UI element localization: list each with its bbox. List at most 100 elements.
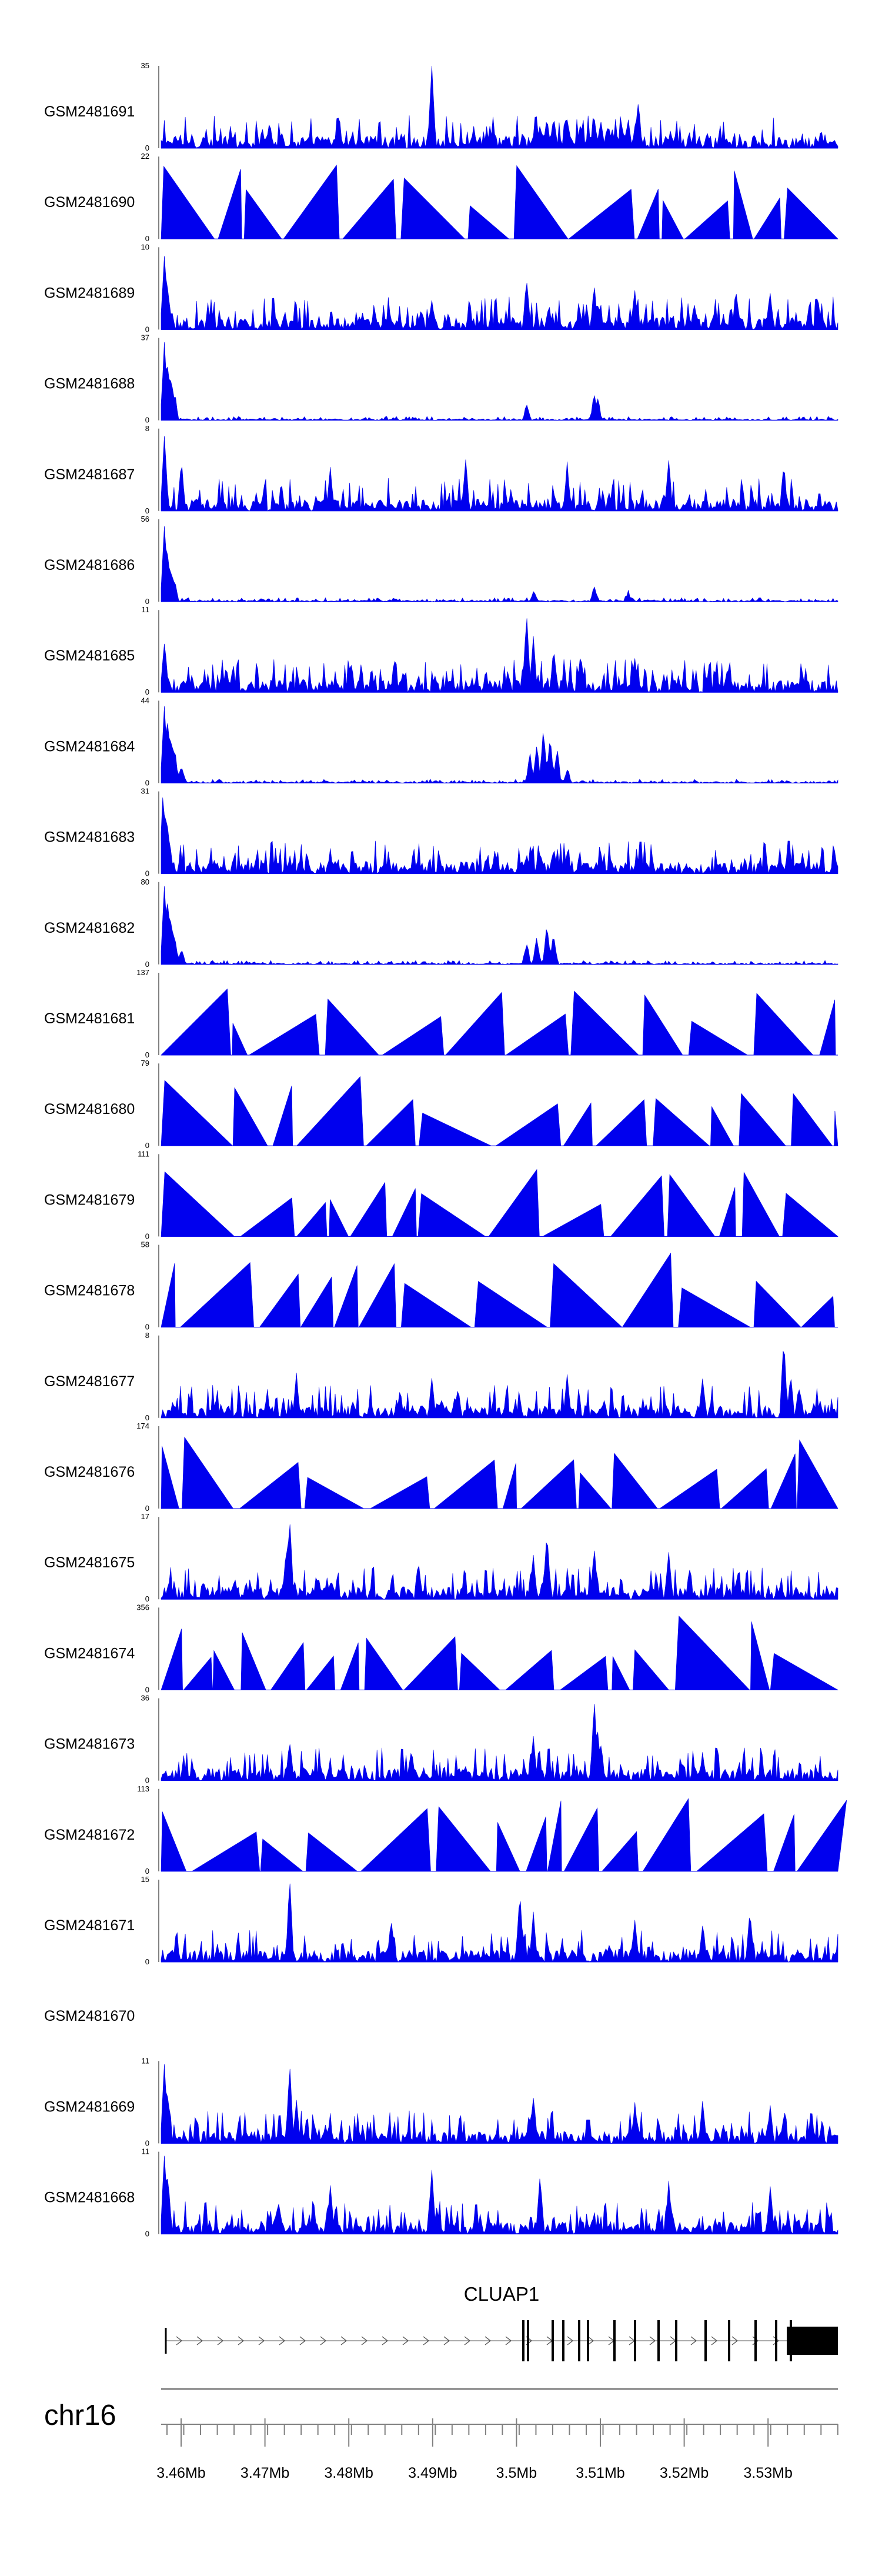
track-GSM2481686: GSM2481686 56 0 xyxy=(44,515,838,606)
track-ymin-label: 0 xyxy=(145,144,149,152)
strand-arrow-icon xyxy=(567,2336,574,2345)
track-ymax-label: 174 xyxy=(136,1422,149,1430)
track-name-label: GSM2481678 xyxy=(44,1283,135,1299)
track-signal xyxy=(161,2155,838,2235)
track-name-label: GSM2481690 xyxy=(44,194,135,211)
track-signal xyxy=(161,1252,838,1327)
track-ymax-label: 8 xyxy=(145,424,149,433)
track-ymin-label: 0 xyxy=(145,2230,149,2238)
track-signal xyxy=(161,798,838,875)
axis-tick-label: 3.51Mb xyxy=(576,2465,624,2481)
track-GSM2481681: GSM2481681 137 0 xyxy=(44,968,838,1059)
track-ymax-label: 17 xyxy=(141,1512,149,1521)
track-GSM2481680: GSM2481680 79 0 xyxy=(44,1059,838,1150)
track-signal xyxy=(161,1883,838,1963)
track-signal xyxy=(161,1076,838,1146)
strand-arrow-icon xyxy=(340,2336,348,2345)
track-name-label: GSM2481673 xyxy=(44,1736,135,1753)
track-GSM2481683: GSM2481683 31 0 xyxy=(44,787,838,878)
track-name-label: GSM2481683 xyxy=(44,829,135,846)
track-ymin-label: 0 xyxy=(145,1594,149,1603)
strand-arrow-icon xyxy=(217,2336,224,2345)
gene-name-label: CLUAP1 xyxy=(464,2283,539,2305)
track-signal xyxy=(161,1798,847,1872)
strand-arrow-icon xyxy=(402,2336,409,2345)
strand-arrow-icon xyxy=(587,2336,594,2345)
track-GSM2481688: GSM2481688 37 0 xyxy=(44,333,838,425)
track-name-label: GSM2481668 xyxy=(44,2190,135,2206)
track-GSM2481673: GSM2481673 36 0 xyxy=(44,1694,838,1785)
track-signal xyxy=(161,342,838,421)
strand-arrow-icon xyxy=(320,2336,327,2345)
track-ymax-label: 35 xyxy=(141,61,149,70)
track-name-label: GSM2481677 xyxy=(44,1373,135,1390)
track-name-label: GSM2481682 xyxy=(44,920,135,936)
axis-tick-label: 3.53Mb xyxy=(744,2465,793,2481)
track-GSM2481679: GSM2481679 111 0 xyxy=(44,1149,838,1240)
track-ymax-label: 36 xyxy=(141,1694,149,1703)
track-ymax-label: 15 xyxy=(141,1875,149,1884)
strand-arrow-icon xyxy=(238,2336,245,2345)
track-ymin-label: 0 xyxy=(145,2138,149,2147)
track-name-label: GSM2481686 xyxy=(44,557,135,573)
track-signal xyxy=(161,706,838,784)
axis-tick-label: 3.49Mb xyxy=(408,2465,457,2481)
track-ymax-label: 80 xyxy=(141,877,149,886)
track-signal xyxy=(161,886,838,965)
track-name-label: GSM2481689 xyxy=(44,285,135,301)
track-ymax-label: 11 xyxy=(142,2147,150,2156)
axis-tick-label: 3.46Mb xyxy=(156,2465,205,2481)
track-GSM2481685: GSM2481685 11 0 xyxy=(44,605,838,696)
track-name-label: GSM2481681 xyxy=(44,1010,135,1027)
track-ymin-label: 0 xyxy=(145,960,149,969)
strand-arrow-icon xyxy=(361,2336,368,2345)
strand-arrow-icon xyxy=(176,2336,183,2345)
track-signal xyxy=(161,1524,838,1600)
axis-tick-label: 3.52Mb xyxy=(660,2465,709,2481)
track-ymin-label: 0 xyxy=(145,416,149,425)
strand-arrow-icon xyxy=(258,2336,265,2345)
track-signal xyxy=(161,1351,838,1419)
track-name-label: GSM2481687 xyxy=(44,466,135,483)
track-ymax-label: 79 xyxy=(141,1059,149,1067)
track-ymin-label: 0 xyxy=(145,1232,149,1240)
gene-utr-block xyxy=(787,2327,838,2355)
track-GSM2481677: GSM2481677 8 0 xyxy=(44,1331,838,1422)
strand-arrow-icon xyxy=(731,2336,739,2345)
track-ymin-label: 0 xyxy=(145,1776,149,1785)
track-GSM2481691: GSM2481691 35 0 xyxy=(44,61,838,152)
track-GSM2481671: GSM2481671 15 0 xyxy=(44,1875,838,1966)
track-GSM2481675: GSM2481675 17 0 xyxy=(44,1512,838,1603)
track-ymin-label: 0 xyxy=(145,688,149,696)
strand-arrow-icon xyxy=(382,2336,389,2345)
genome-axis-track: chr16 3.46Mb 3.47Mb 3.48Mb 3.49Mb 3.5Mb 3.51M… xyxy=(44,2388,838,2481)
track-signal xyxy=(161,618,838,693)
track-ymin-label: 0 xyxy=(145,1504,149,1513)
track-ymax-label: 37 xyxy=(141,333,149,342)
track-ymin-label: 0 xyxy=(145,1141,149,1150)
strand-arrow-icon xyxy=(299,2336,306,2345)
axis-tick-label: 3.48Mb xyxy=(325,2465,373,2481)
track-ymax-label: 11 xyxy=(142,2056,150,2065)
track-ymin-label: 0 xyxy=(145,506,149,515)
track-name-label: GSM2481691 xyxy=(44,104,135,120)
gene-model-track: CLUAP1 xyxy=(165,2283,838,2361)
track-ymax-label: 11 xyxy=(142,605,150,614)
track-name-label: GSM2481685 xyxy=(44,648,135,664)
track-GSM2481687: GSM2481687 8 0 xyxy=(44,424,838,515)
track-name-label: GSM2481675 xyxy=(44,1554,135,1571)
track-name-label: GSM2481676 xyxy=(44,1464,135,1480)
track-GSM2481678: GSM2481678 58 0 xyxy=(44,1240,838,1332)
track-ymax-label: 113 xyxy=(137,1784,149,1793)
track-GSM2481682: GSM2481682 80 0 xyxy=(44,877,838,969)
track-GSM2481689: GSM2481689 10 0 xyxy=(44,242,838,333)
track-GSM2481676: GSM2481676 174 0 xyxy=(44,1422,838,1513)
track-ymax-label: 31 xyxy=(141,787,149,796)
strand-arrow-icon xyxy=(649,2336,656,2345)
chromosome-label: chr16 xyxy=(44,2400,116,2431)
track-GSM2481684: GSM2481684 44 0 xyxy=(44,696,838,787)
track-name-label: GSM2481684 xyxy=(44,738,135,755)
track-GSM2481690: GSM2481690 22 0 xyxy=(44,152,838,243)
track-ymax-label: 137 xyxy=(136,968,149,977)
